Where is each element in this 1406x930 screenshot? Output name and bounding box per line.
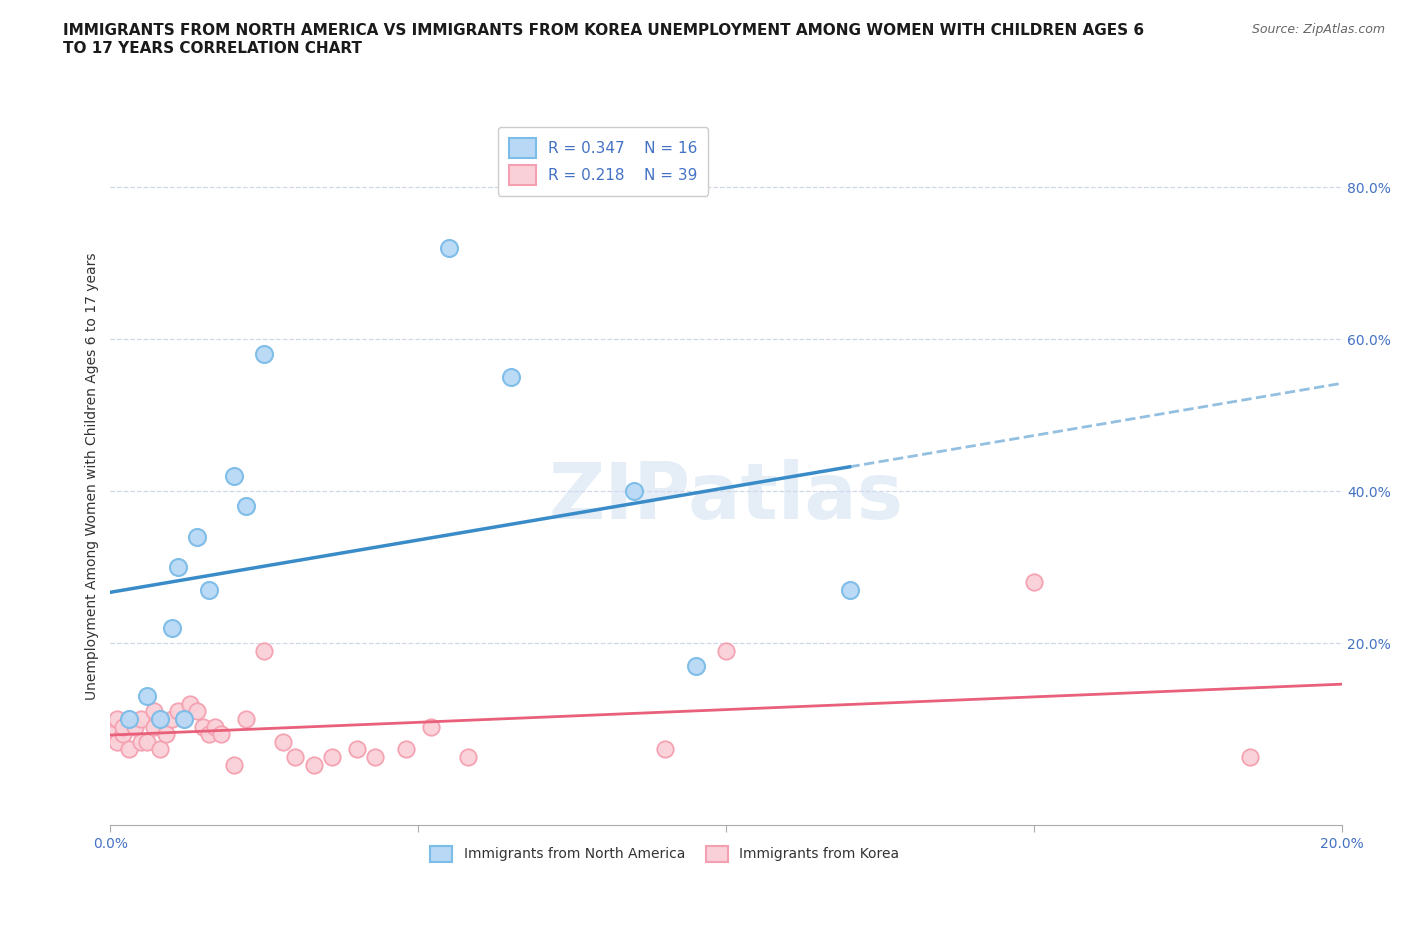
Point [716, 644, 738, 658]
Point [321, 750, 343, 764]
Point [253, 347, 276, 362]
Point [198, 726, 221, 741]
Legend: Immigrants from North America, Immigrants from Korea: Immigrants from North America, Immigrant… [425, 840, 905, 868]
Point [105, 711, 128, 726]
Point [198, 582, 221, 597]
Point [179, 697, 201, 711]
Point [111, 726, 134, 741]
Point [623, 484, 645, 498]
Point [129, 711, 152, 726]
Y-axis label: Unemployment Among Women with Children Ages 6 to 17 years: Unemployment Among Women with Children A… [86, 252, 100, 699]
Point [136, 689, 159, 704]
Point [654, 742, 676, 757]
Point [186, 704, 208, 719]
Point [173, 711, 195, 726]
Point [222, 757, 245, 772]
Point [105, 735, 128, 750]
Point [136, 735, 159, 750]
Point [118, 711, 141, 726]
Point [235, 711, 257, 726]
Text: Source: ZipAtlas.com: Source: ZipAtlas.com [1251, 23, 1385, 36]
Point [1239, 750, 1261, 764]
Point [235, 498, 257, 513]
Point [204, 719, 226, 734]
Point [129, 735, 152, 750]
Point [499, 370, 522, 385]
Point [395, 742, 418, 757]
Point [209, 726, 232, 741]
Point [457, 750, 479, 764]
Text: ZIPatlas: ZIPatlas [548, 458, 904, 535]
Point [160, 620, 183, 635]
Text: IMMIGRANTS FROM NORTH AMERICA VS IMMIGRANTS FROM KOREA UNEMPLOYMENT AMONG WOMEN : IMMIGRANTS FROM NORTH AMERICA VS IMMIGRA… [63, 23, 1144, 56]
Point [118, 742, 141, 757]
Point [222, 469, 245, 484]
Point [142, 704, 165, 719]
Point [100, 726, 122, 741]
Point [155, 726, 177, 741]
Point [167, 704, 190, 719]
Point [1024, 575, 1046, 590]
Point [838, 582, 860, 597]
Point [346, 742, 368, 757]
Point [149, 742, 172, 757]
Point [253, 644, 276, 658]
Point [419, 719, 441, 734]
Point [149, 711, 172, 726]
Point [124, 719, 146, 734]
Point [142, 719, 165, 734]
Point [364, 750, 387, 764]
Point [173, 711, 195, 726]
Point [167, 560, 190, 575]
Point [111, 719, 134, 734]
Point [271, 735, 294, 750]
Point [186, 529, 208, 544]
Point [302, 757, 325, 772]
Point [191, 719, 214, 734]
Point [437, 241, 460, 256]
Point [160, 711, 183, 726]
Point [284, 750, 307, 764]
Point [685, 658, 707, 673]
